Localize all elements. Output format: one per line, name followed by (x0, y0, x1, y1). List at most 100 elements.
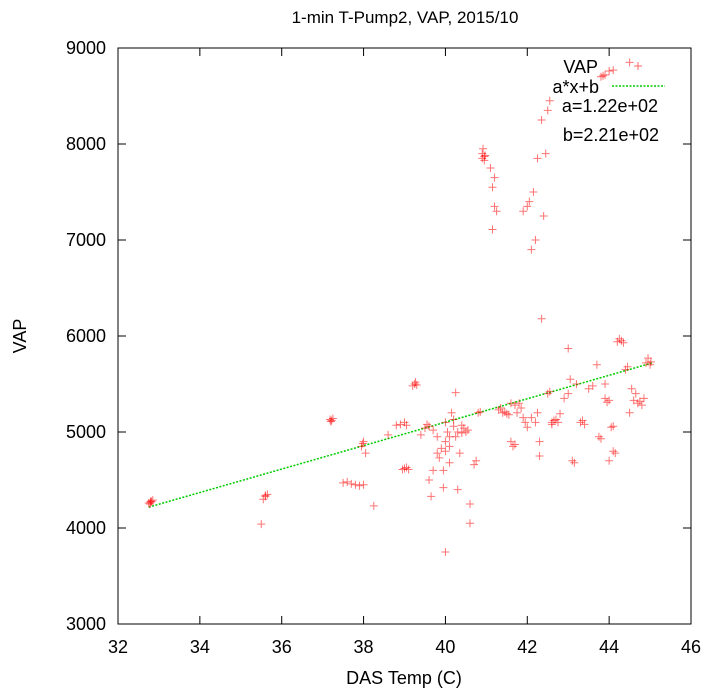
data-point (556, 409, 565, 418)
data-point (437, 444, 446, 453)
data-point (465, 500, 474, 508)
y-tick-label: 7000 (66, 230, 106, 250)
data-point (570, 458, 579, 467)
data-point (537, 314, 546, 323)
x-tick-label: 46 (681, 637, 701, 657)
data-point (519, 207, 528, 216)
chart-title: 1-min T-Pump2, VAP, 2015/10 (292, 8, 519, 27)
y-axis-label: VAP (10, 319, 30, 354)
data-point (488, 183, 497, 192)
data-point (396, 420, 405, 429)
data-point (617, 336, 626, 345)
data-point (506, 437, 515, 446)
data-point (359, 437, 368, 446)
data-point (457, 428, 466, 437)
data-point (481, 151, 490, 160)
data-point (384, 430, 393, 439)
y-tick-label: 4000 (66, 518, 106, 538)
data-point (584, 384, 593, 393)
data-point (465, 519, 474, 528)
data-point (545, 387, 554, 396)
data-point (453, 428, 462, 436)
data-point (527, 413, 536, 422)
data-point (572, 380, 581, 388)
legend: VAP a*x+b a=1.22e+02 b=2.21e+02 (552, 57, 665, 145)
data-point (513, 408, 522, 417)
legend-vap-marker (634, 62, 642, 70)
data-point (599, 71, 608, 80)
data-point (439, 483, 448, 492)
data-point (543, 389, 552, 398)
legend-vap-label: VAP (563, 57, 598, 77)
data-point (427, 492, 436, 501)
data-point (521, 418, 530, 427)
data-point (451, 432, 460, 441)
data-point (609, 422, 618, 431)
data-point (615, 334, 624, 343)
data-point (339, 478, 348, 487)
data-point (535, 437, 544, 446)
data-point (455, 449, 464, 458)
x-tick-label: 32 (108, 637, 128, 657)
data-point (515, 399, 524, 408)
data-point (537, 116, 546, 124)
data-point (596, 434, 605, 443)
data-point (439, 466, 448, 475)
data-point (596, 72, 605, 81)
data-point (543, 106, 552, 115)
data-point (447, 408, 456, 417)
data-point (508, 442, 517, 451)
data-point (416, 430, 425, 439)
data-point (580, 420, 589, 429)
data-point (623, 362, 632, 371)
data-point (496, 404, 505, 412)
data-point (605, 67, 614, 76)
data-point (627, 384, 636, 393)
data-point (359, 480, 368, 489)
data-point (619, 338, 628, 347)
y-tick-label: 9000 (66, 38, 106, 58)
data-point (461, 428, 470, 436)
tick-labels: 32 34 36 38 40 42 44 46 3000 4000 5000 6000 7000 8000… (66, 38, 701, 657)
data-point (470, 460, 479, 469)
data-point (625, 58, 634, 67)
data-point (445, 442, 454, 451)
data-point (410, 380, 419, 388)
data-point (435, 453, 444, 462)
axis-ticks (117, 47, 692, 625)
data-point (459, 424, 468, 433)
data-point (404, 465, 413, 474)
data-point (517, 404, 526, 412)
data-point (594, 432, 603, 441)
data-point (592, 360, 601, 369)
data-point (605, 456, 614, 465)
data-point (541, 149, 550, 158)
annotation-b: b=2.21e+02 (563, 125, 659, 145)
data-point (453, 485, 462, 494)
data-point (441, 447, 450, 456)
data-point (519, 413, 528, 422)
legend-marker-plus (634, 62, 642, 70)
data-point (490, 202, 499, 211)
data-point (531, 236, 540, 244)
data-point (588, 381, 597, 390)
data-point (402, 421, 411, 430)
data-point (601, 380, 610, 388)
data-point (529, 188, 538, 196)
y-tick-label: 8000 (66, 134, 106, 154)
data-point (425, 422, 434, 431)
y-tick-label: 5000 (66, 422, 106, 442)
data-point (347, 479, 356, 488)
data-point (443, 428, 452, 436)
data-point (545, 96, 554, 105)
legend-fit-label: a*x+b (552, 77, 599, 97)
data-point (420, 424, 429, 433)
data-point (449, 422, 458, 431)
data-point (560, 394, 569, 403)
data-point (441, 418, 450, 427)
data-point (479, 144, 488, 153)
data-point (523, 423, 532, 432)
data-point (527, 245, 536, 254)
data-point (257, 520, 266, 529)
data-point (451, 388, 460, 397)
